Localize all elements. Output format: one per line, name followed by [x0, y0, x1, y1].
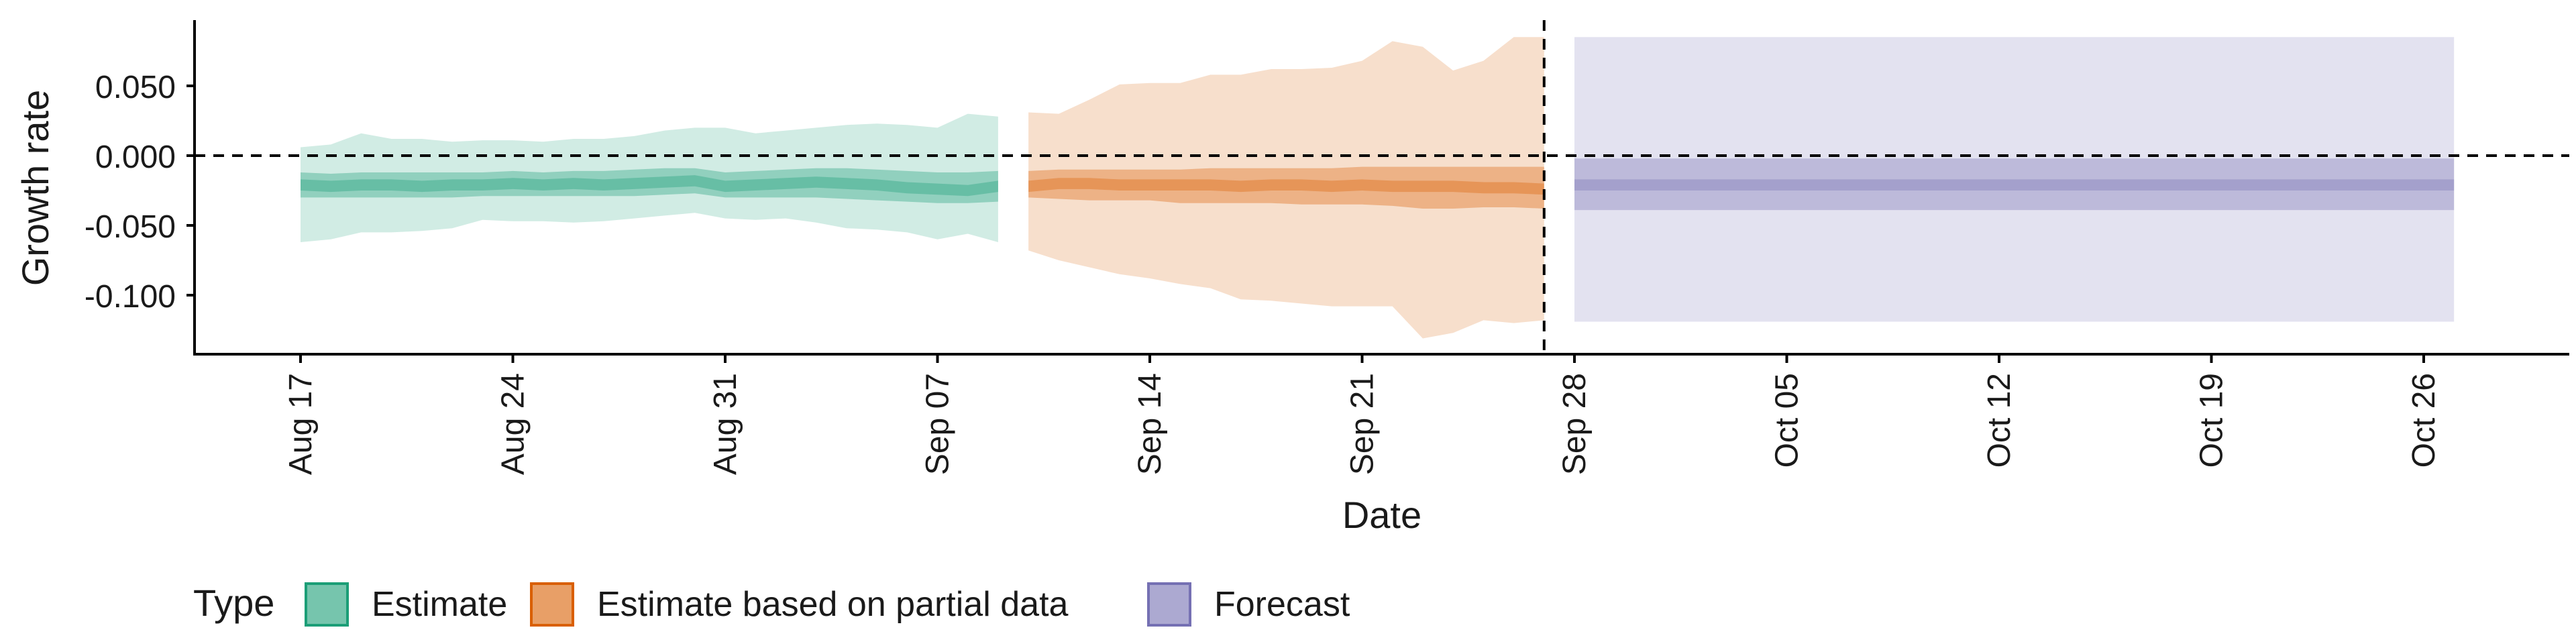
x-tick-label: Aug 31 [708, 373, 743, 475]
y-ticks: 0.050 0.000 -0.050 -0.100 [85, 70, 195, 315]
y-tick-label: -0.100 [85, 279, 176, 315]
axes [193, 20, 2569, 356]
median-forecast [1574, 179, 2455, 191]
band-50-estimate [301, 168, 998, 203]
band-50-forecast [1574, 158, 2455, 211]
x-tick-label: Oct 19 [2194, 373, 2230, 468]
legend-key-forecast [1147, 582, 1191, 627]
x-tick-label: Aug 17 [283, 373, 319, 475]
legend-key-estimate [305, 582, 349, 627]
legend-label-estimate: Estimate [372, 585, 507, 624]
interval-bands [301, 37, 2455, 339]
x-tick-label: Sep 14 [1132, 373, 1168, 475]
x-tick-label: Sep 21 [1345, 373, 1381, 475]
band-90-estimate [301, 113, 998, 242]
legend-label-forecast: Forecast [1214, 585, 1350, 624]
legend: Type Estimate Estimate based on partial d… [193, 582, 1350, 627]
y-tick-label: 0.050 [95, 70, 176, 105]
x-tick-label: Sep 28 [1557, 373, 1593, 475]
x-ticks: Aug 17 Aug 24 Aug 31 Sep 07 Sep 14 Sep 21 Sep … [283, 354, 2442, 475]
reference-lines [195, 20, 2569, 354]
x-tick-label: Oct 12 [1982, 373, 2017, 468]
x-tick-label: Oct 05 [1770, 373, 1805, 468]
band-90-estimate-based-on-partial-data [1028, 37, 1544, 339]
legend-label-estimate-based-on-partial-data: Estimate based on partial data [597, 585, 1069, 624]
y-tick-label: 0.000 [95, 140, 176, 175]
series-estimate-based-on-partial-data [1028, 37, 1544, 339]
x-tick-label: Oct 26 [2406, 373, 2442, 468]
x-axis-title: Date [1342, 494, 1421, 536]
y-tick-label: -0.050 [85, 209, 176, 245]
median-estimate-based-on-partial-data [1028, 178, 1544, 195]
legend-key-estimate-based-on-partial-data [530, 582, 574, 627]
median-estimate [301, 175, 998, 197]
band-90-forecast [1574, 37, 2455, 322]
legend-title: Type [193, 582, 274, 624]
series-estimate [301, 113, 998, 242]
y-axis-title: Growth rate [14, 90, 56, 286]
series-forecast [1574, 37, 2455, 322]
band-50-estimate-based-on-partial-data [1028, 166, 1544, 209]
x-tick-label: Sep 07 [920, 373, 956, 475]
x-tick-label: Aug 24 [496, 373, 531, 475]
